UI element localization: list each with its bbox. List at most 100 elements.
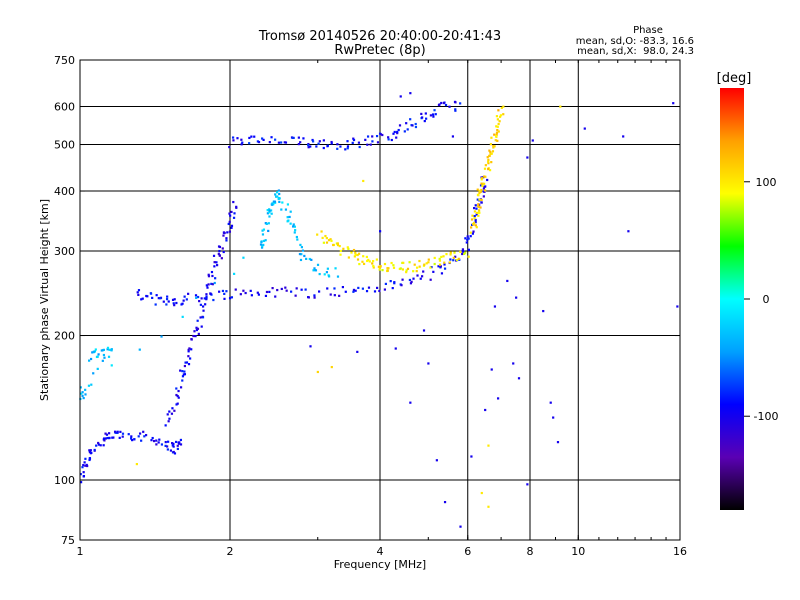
- trace-point-F-x-warm: [325, 241, 329, 244]
- trace-point-F-x-cusp: [490, 161, 493, 164]
- trace-point-E-cyan: [289, 210, 292, 213]
- x-tick-label: 2: [227, 545, 234, 558]
- trace-point-E-cyan: [328, 275, 331, 278]
- trace-point-E-cyan: [242, 256, 245, 259]
- trace-point-E-spread: [190, 338, 193, 341]
- trace-point-low-cusp: [172, 450, 175, 454]
- trace-point-E-spread: [168, 417, 171, 420]
- trace-point-F-x-warm: [427, 258, 430, 261]
- trace-point-F-x-warm: [354, 253, 357, 256]
- trace-point-F-x-cusp: [489, 143, 493, 146]
- trace-point-F-x-cusp: [483, 175, 486, 178]
- trace-point-F-low: [200, 297, 203, 300]
- trace-point-F-o-upper: [421, 116, 424, 119]
- trace-point-F-x-cusp: [490, 152, 493, 155]
- trace-point-F-x-warm: [377, 265, 380, 268]
- trace-point-E-cyan: [281, 201, 284, 204]
- trace-point-E-cyan: [262, 239, 266, 243]
- trace-point-F-low: [483, 185, 486, 189]
- trace-point-F-low: [466, 235, 469, 238]
- trace-point-F-low: [452, 259, 455, 262]
- trace-point-low-cusp: [176, 447, 179, 451]
- trace-point-E-cyan: [260, 246, 264, 249]
- scatter-point: [559, 105, 562, 108]
- trace-point-E-cyan: [265, 222, 268, 226]
- trace-point-F-o-upper: [280, 141, 283, 144]
- trace-point-low-cusp: [155, 443, 158, 446]
- trace-point-F-low: [412, 277, 415, 280]
- trace-point-F-x-warm: [338, 244, 341, 248]
- trace-point-F-o-upper: [297, 142, 300, 146]
- scatter-point: [549, 401, 552, 404]
- scatter-point: [443, 500, 447, 504]
- trace-point-E-cyan: [233, 272, 236, 275]
- scatter-point: [487, 444, 490, 447]
- trace-point-low-cusp: [97, 441, 100, 445]
- scatter-point: [622, 135, 625, 138]
- trace-point-F-low: [437, 265, 440, 268]
- trace-point-F-low: [225, 290, 228, 293]
- trace-point-E-spread: [187, 363, 191, 366]
- scatter-point: [676, 305, 679, 308]
- trace-point-F-x-warm: [449, 253, 452, 256]
- trace-point-E-cyan: [81, 391, 84, 394]
- trace-point-F-low: [313, 296, 316, 299]
- trace-point-F-low: [165, 298, 169, 301]
- trace-point-E-cyan: [280, 208, 283, 211]
- trace-point-F-o-upper: [351, 141, 354, 144]
- trace-point-F-o-upper: [406, 128, 409, 131]
- trace-point-F-x-warm: [324, 234, 327, 238]
- trace-point-E-cyan: [87, 384, 91, 387]
- trace-point-F-x-warm: [459, 250, 462, 253]
- trace-point-E-spread: [192, 334, 195, 338]
- trace-point-F-low: [172, 302, 175, 305]
- trace-point-F-o-upper: [437, 103, 441, 107]
- trace-point-low-cusp: [144, 434, 148, 437]
- trace-point-E-cyan: [295, 235, 298, 239]
- trace-point-F-x-cusp: [495, 115, 499, 118]
- trace-point-E-cyan: [318, 272, 321, 276]
- trace-point-F-low: [479, 184, 483, 187]
- trace-point-F-o-upper: [433, 109, 436, 112]
- trace-point-F-x-cusp: [477, 209, 481, 212]
- trace-point-low-cusp: [88, 449, 91, 452]
- trace-point-F-x-warm: [386, 267, 389, 270]
- trace-point-low-cusp: [167, 440, 170, 443]
- trace-point-F-x-cusp: [496, 125, 499, 128]
- trace-point-F-x-cusp: [476, 205, 480, 208]
- trace-point-E-spread: [233, 212, 236, 215]
- trace-point-low-cusp: [151, 436, 154, 440]
- trace-point-F-low: [151, 296, 154, 300]
- trace-point-F-low: [461, 252, 464, 255]
- trace-point-F-o-upper: [315, 145, 318, 148]
- trace-point-F-x-warm: [353, 255, 356, 258]
- y-tick-label: 600: [54, 101, 75, 114]
- trace-point-E-spread: [170, 412, 174, 415]
- trace-point-F-low: [223, 297, 226, 300]
- trace-point-F-x-warm: [361, 260, 364, 263]
- trace-point-F-low: [257, 293, 260, 296]
- trace-point-F-x-cusp: [488, 169, 492, 172]
- scatter-point: [531, 139, 534, 142]
- trace-point-E-cyan: [261, 233, 265, 236]
- trace-point-F-x-warm: [452, 256, 455, 259]
- trace-point-E-spread: [228, 212, 231, 215]
- trace-point-E-cyan: [325, 271, 329, 274]
- trace-point-low-cusp: [172, 442, 175, 445]
- trace-point-E-cyan: [336, 275, 340, 278]
- trace-point-F-x-warm: [347, 256, 350, 259]
- trace-point-E-cyan: [96, 367, 99, 370]
- trace-point-F-low: [276, 288, 279, 292]
- trace-point-F-o-upper: [366, 143, 369, 146]
- scatter-point: [552, 416, 555, 419]
- trace-point-F-low: [474, 218, 477, 222]
- trace-point-E-cyan: [95, 355, 99, 359]
- trace-point-F-x-cusp: [500, 106, 503, 109]
- trace-point-F-x-warm: [379, 265, 382, 268]
- trace-point-F-x-cusp: [498, 120, 501, 123]
- trace-point-low-cusp: [177, 441, 180, 444]
- colorbar-tick-label: -100: [754, 410, 779, 423]
- trace-point-E-spread: [205, 295, 208, 298]
- trace-point-F-x-cusp: [487, 162, 490, 165]
- trace-point-E-cyan: [100, 349, 103, 352]
